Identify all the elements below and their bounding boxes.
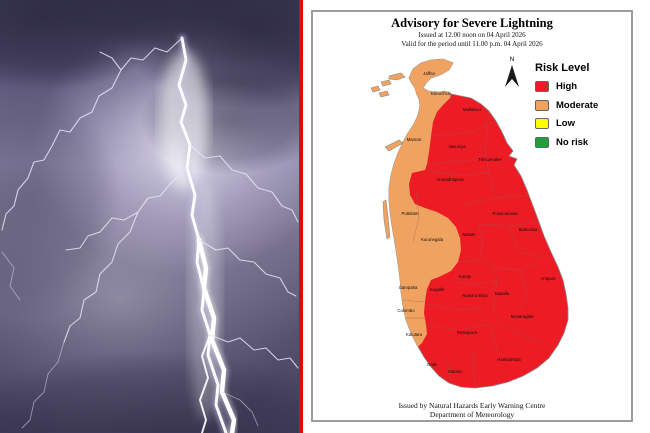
risk-legend: Risk Level High Moderate Low No risk <box>535 62 631 155</box>
district-label-polonnaruwa: Polonnaruwa <box>492 211 518 216</box>
lightning-photo <box>0 0 395 433</box>
legend-title: Risk Level <box>535 62 590 74</box>
district-label-anuradhapura: Anuradhapura <box>436 177 464 182</box>
legend-swatch <box>535 136 549 148</box>
legend-item-label: Moderate <box>556 99 599 111</box>
district-label-matara: Matara <box>448 369 462 374</box>
district-label-kandy: Kandy <box>459 274 472 279</box>
district-label-vavuniya: Vavuniya <box>448 144 466 149</box>
north-arrow-icon <box>505 65 519 87</box>
legend-item: No risk <box>535 136 631 148</box>
district-label-badulla: Badulla <box>495 291 510 296</box>
legend-swatch <box>535 81 549 92</box>
red-divider <box>299 0 303 433</box>
legend-swatch <box>535 118 549 129</box>
footer-issuer: Issued by Natural Hazards Early Warning … <box>398 401 546 410</box>
district-label-kegalle: Kegalle <box>430 287 445 292</box>
district-label-ampara: Ampara <box>540 276 556 281</box>
north-arrow: N <box>499 56 525 90</box>
advisory-valid-line: Valid for the period until 11.00 p.m. 04… <box>401 39 543 48</box>
advisory-title: Advisory for Severe Lightning <box>391 16 553 30</box>
district-label-monaragala: Monaragala <box>511 314 534 319</box>
district-label-nuwara-eliya: Nuwara Eliya <box>462 293 488 298</box>
lightning-photo-art <box>0 0 395 433</box>
legend-item: High <box>535 81 631 92</box>
advisory-panel: Advisory for Severe Lightning Issued at … <box>311 10 633 422</box>
district-label-matale: Matale <box>463 232 477 237</box>
district-label-hambantota: Hambantota <box>497 357 521 362</box>
district-label-kilinochchi: Kilinochchi <box>431 91 452 96</box>
district-label-galle: Galle <box>427 362 438 367</box>
legend-item-label: High <box>556 81 578 92</box>
sri-lanka-risk-map: Jaffna Kilinochchi Mullaitivu Mannar Vavuniy… <box>370 58 569 389</box>
district-label-kurunegala: Kurunegala <box>421 237 444 242</box>
footer-department: Department of Meteorology <box>429 410 515 419</box>
district-label-gampaha: Gampaha <box>399 285 418 290</box>
district-label-batticaloa: Batticaloa <box>519 227 538 232</box>
north-label: N <box>509 56 515 63</box>
advisory-issued-line: Issued at 12.00 noon on 04 April 2026 <box>418 31 526 39</box>
district-label-trincomalee: Trincomalee <box>478 157 502 162</box>
legend-item: Low <box>535 118 631 129</box>
legend-item-label: Low <box>556 118 575 129</box>
district-label-mullaitivu: Mullaitivu <box>463 107 482 112</box>
legend-swatch <box>535 99 549 111</box>
district-label-jaffna: Jaffna <box>423 71 435 76</box>
legend-items: High Moderate Low No risk <box>535 81 631 148</box>
district-labels: Jaffna Kilinochchi Mullaitivu Mannar Vavuniy… <box>397 71 556 374</box>
district-boundaries <box>401 94 552 388</box>
map-offshore-islands <box>370 72 406 240</box>
district-label-colombo: Colombo <box>397 308 415 313</box>
district-label-ratnapura: Ratnapura <box>457 330 478 335</box>
district-label-mannar: Mannar <box>407 137 422 142</box>
district-label-puttalam: Puttalam <box>402 211 419 216</box>
map-region-moderate-risk <box>389 59 465 364</box>
legend-item: Moderate <box>535 99 631 111</box>
legend-item-label: No risk <box>556 136 589 148</box>
district-label-kalutara: Kalutara <box>406 332 423 337</box>
